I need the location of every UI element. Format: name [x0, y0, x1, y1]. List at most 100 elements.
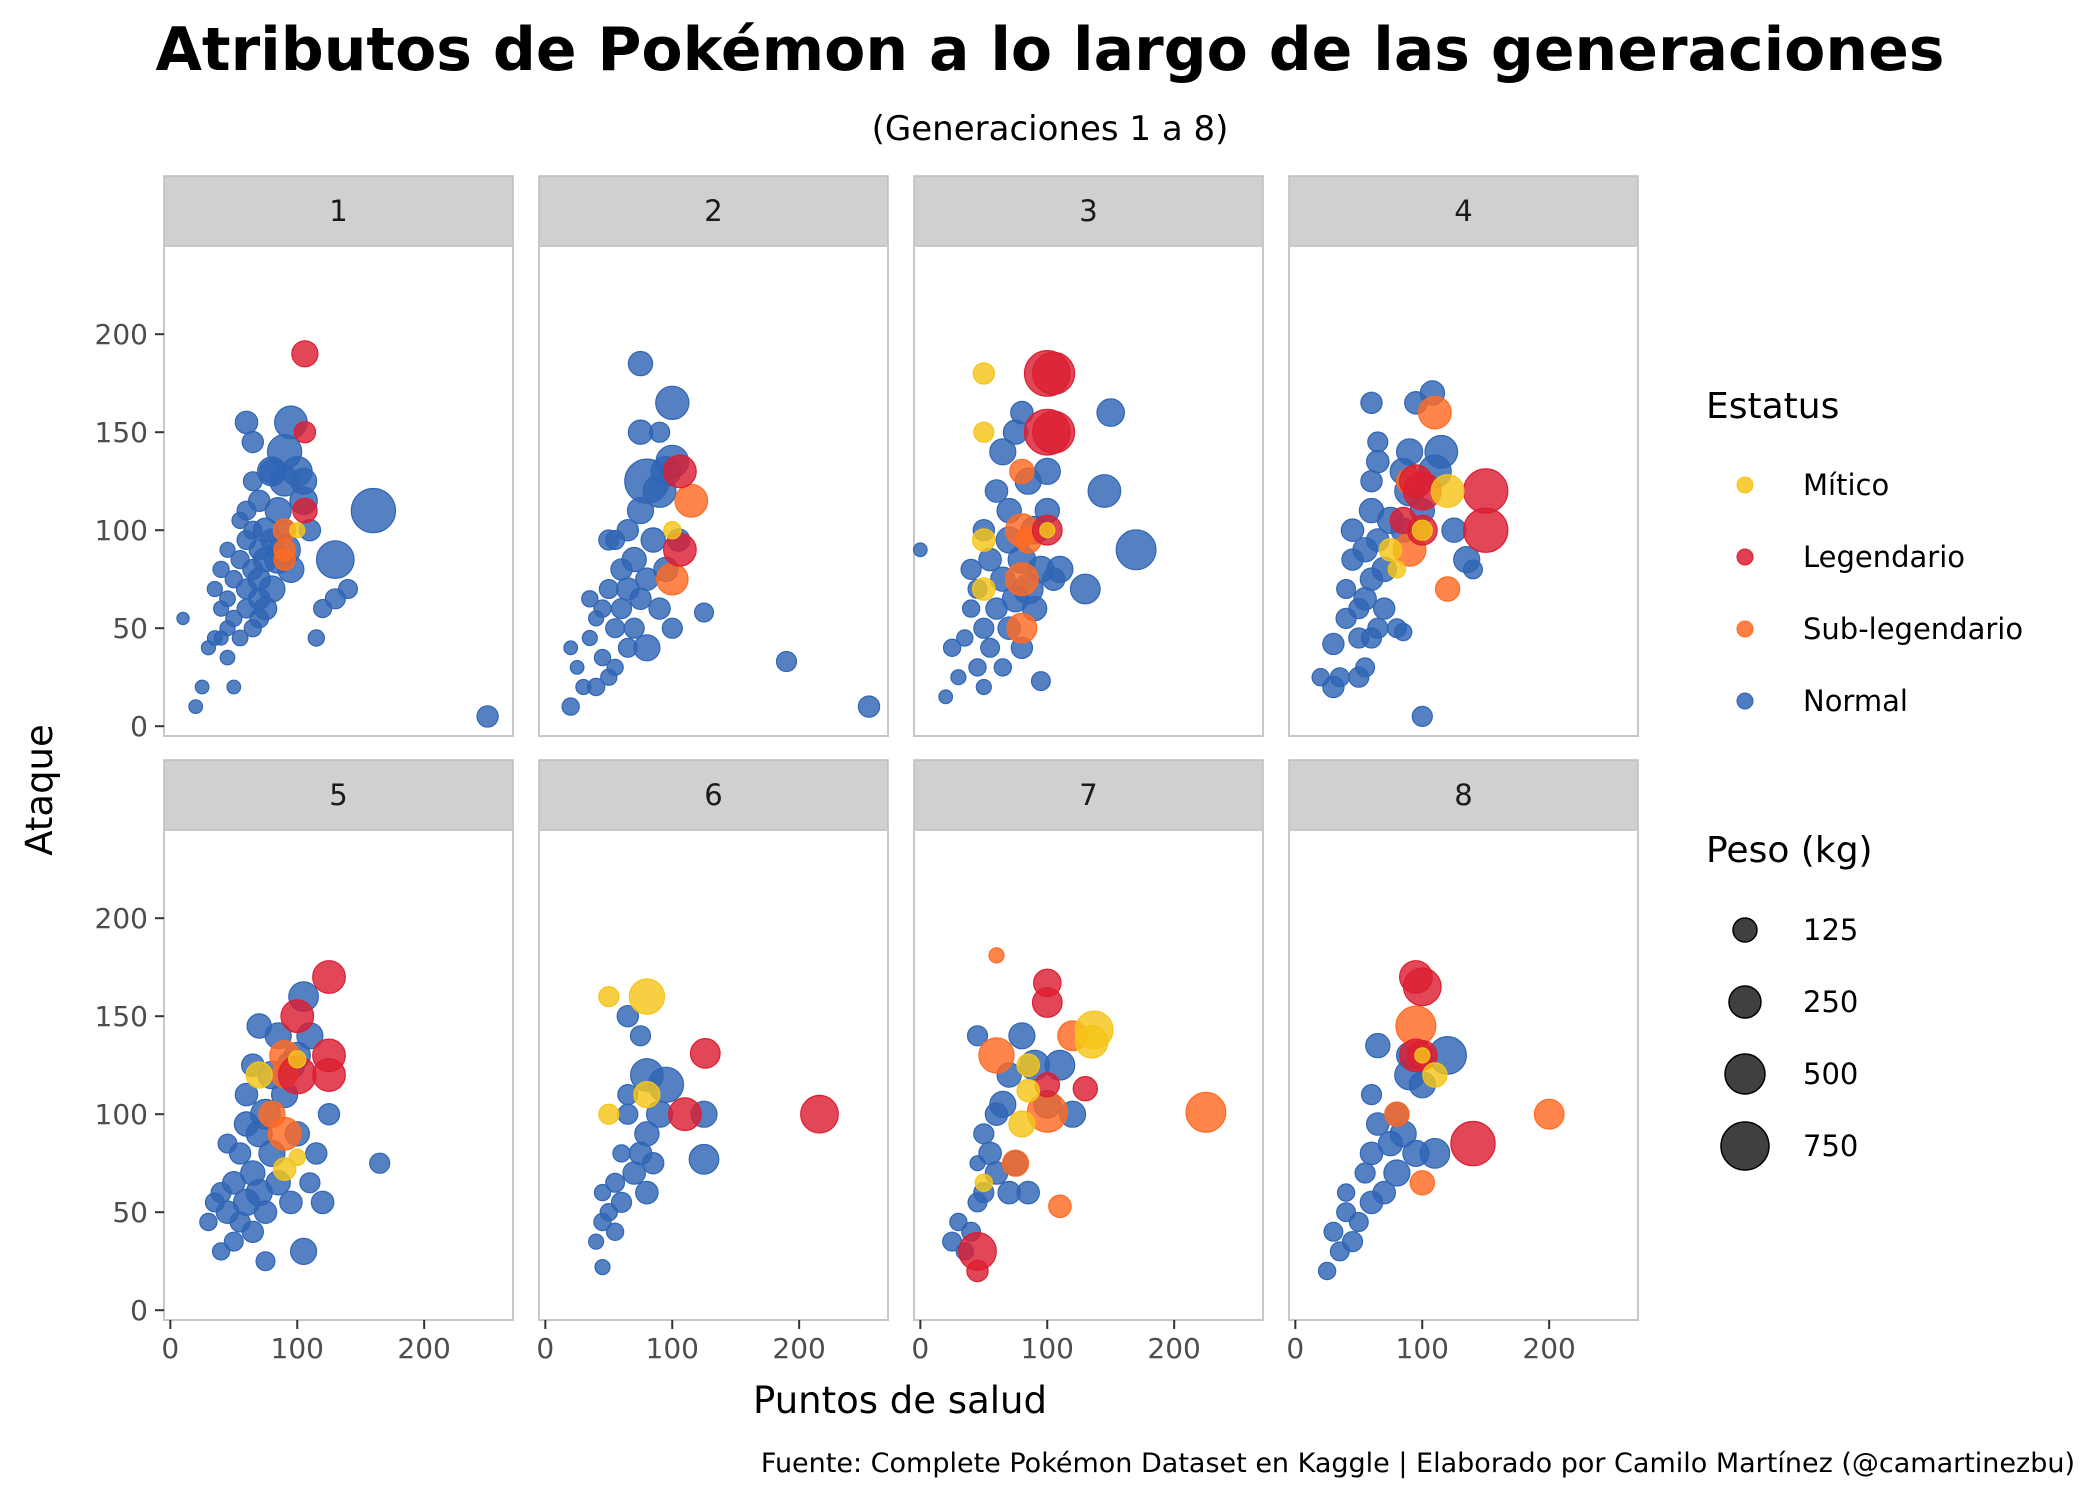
data-point — [1367, 617, 1389, 639]
data-point — [259, 458, 285, 485]
data-point — [1087, 474, 1122, 508]
x-tick-label: 100 — [646, 1332, 699, 1365]
data-point — [1016, 1053, 1040, 1077]
facet-panel-4: 4 — [1288, 175, 1639, 737]
data-point — [213, 600, 230, 617]
data-point — [1387, 560, 1407, 579]
data-point — [974, 1173, 994, 1193]
data-point — [1372, 597, 1396, 620]
data-point — [1367, 431, 1389, 453]
data-point — [1033, 457, 1061, 485]
y-tick-label: 100 — [95, 514, 148, 547]
data-point — [1398, 464, 1433, 499]
legend: Estatus Mítico Legendario Sub-legendario Nor… — [1706, 386, 2023, 1171]
data-point — [253, 1200, 278, 1224]
facet-strip — [913, 759, 1264, 831]
data-point — [217, 1133, 238, 1154]
data-point — [942, 638, 962, 658]
data-point — [663, 454, 697, 489]
size-legend-label: 500 — [1803, 1057, 1858, 1091]
data-point — [633, 1080, 661, 1109]
data-point — [605, 618, 626, 639]
data-point — [587, 1233, 605, 1250]
data-point — [243, 619, 262, 638]
size-legend-label: 250 — [1803, 985, 1858, 1019]
y-tick-label: 50 — [112, 612, 148, 645]
data-point — [312, 1058, 346, 1092]
data-point — [350, 487, 397, 534]
data-point — [1411, 519, 1433, 541]
data-point — [1031, 351, 1076, 395]
data-point — [633, 634, 661, 662]
facet-panel-3: 3 — [912, 175, 1264, 737]
data-point — [226, 679, 242, 695]
facet-strip-label: 5 — [329, 778, 347, 812]
data-point — [629, 1025, 652, 1047]
data-point — [1424, 434, 1459, 469]
facet-panel-6: 6 0 100 200 — [536, 759, 889, 1365]
data-point — [581, 590, 599, 608]
color-legend-title: Estatus — [1706, 386, 1839, 427]
data-point — [587, 610, 605, 627]
data-point — [581, 629, 598, 647]
y-tick-label: 100 — [95, 1098, 148, 1131]
data-point — [176, 611, 190, 626]
data-point — [689, 1037, 721, 1069]
data-point — [1441, 517, 1467, 543]
facet-strip-label: 6 — [704, 778, 722, 812]
data-point — [1411, 705, 1433, 728]
data-point — [563, 640, 579, 656]
legend-label: Legendario — [1803, 540, 1965, 574]
facet-strip — [163, 175, 514, 247]
data-point — [1033, 968, 1062, 998]
y-tick-label: 200 — [95, 318, 148, 351]
data-point — [629, 587, 652, 611]
data-point — [1031, 410, 1076, 454]
data-point — [1358, 497, 1385, 524]
y-tick-label: 150 — [95, 1000, 148, 1033]
data-point — [978, 547, 1002, 572]
data-point — [1072, 1075, 1099, 1102]
facet-panel-2: 2 — [538, 175, 889, 737]
legend-label: Normal — [1803, 684, 1908, 718]
data-point — [224, 570, 243, 589]
data-point — [258, 1100, 286, 1128]
x-tick-label: 0 — [536, 1332, 554, 1365]
data-point — [655, 385, 690, 420]
data-point — [288, 1050, 307, 1069]
data-point — [200, 640, 216, 656]
data-point — [623, 617, 645, 639]
data-point — [188, 699, 204, 714]
data-point — [971, 577, 996, 601]
data-point — [1006, 612, 1038, 644]
data-point — [1041, 567, 1066, 591]
data-point — [1365, 1032, 1391, 1059]
data-point — [1383, 1159, 1411, 1187]
data-point — [299, 1172, 321, 1194]
legend-label: Mítico — [1803, 468, 1889, 502]
x-tick-label: 200 — [397, 1332, 450, 1365]
data-point — [575, 678, 592, 696]
data-point — [973, 617, 995, 639]
data-point — [1096, 398, 1125, 427]
data-point — [1354, 1162, 1376, 1184]
data-point — [199, 1212, 218, 1232]
data-point — [605, 1172, 626, 1193]
data-point — [1360, 391, 1383, 414]
data-point — [1074, 1024, 1109, 1059]
data-point — [476, 705, 499, 728]
data-point — [616, 1005, 640, 1028]
data-point — [194, 679, 210, 695]
data-point — [231, 511, 249, 530]
data-point — [561, 697, 580, 716]
data-point — [230, 549, 250, 570]
data-point — [211, 1242, 231, 1261]
data-point — [960, 558, 982, 581]
x-tick-label: 0 — [1286, 1332, 1304, 1365]
data-point — [1185, 1091, 1227, 1133]
data-point — [569, 660, 585, 675]
data-point — [984, 479, 1009, 503]
data-point — [305, 1142, 328, 1165]
data-point — [1010, 400, 1034, 425]
